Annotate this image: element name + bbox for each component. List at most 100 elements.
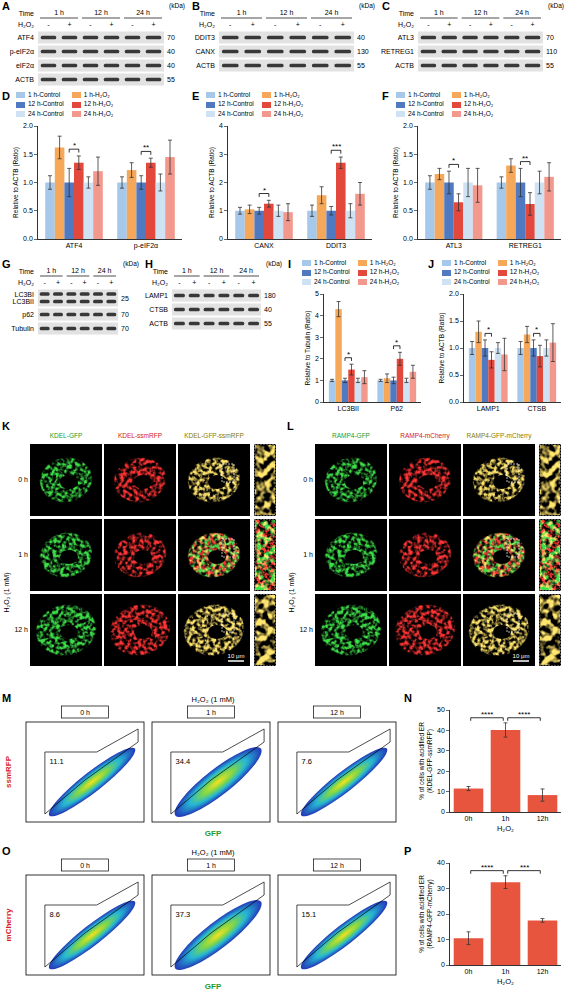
svg-text:55: 55: [167, 76, 175, 83]
svg-text:40: 40: [264, 306, 272, 313]
svg-text:**: **: [522, 154, 528, 163]
svg-text:4: 4: [315, 312, 319, 319]
svg-text:-: -: [274, 21, 277, 28]
svg-text:+: +: [67, 21, 71, 28]
svg-text:Relative to Tubulin (Ratio): Relative to Tubulin (Ratio): [304, 311, 312, 386]
svg-text:+: +: [109, 279, 113, 286]
svg-text:24 h: 24 h: [239, 267, 253, 274]
svg-text:1h: 1h: [502, 968, 510, 975]
svg-text:1.5: 1.5: [23, 151, 33, 158]
svg-text:180: 180: [264, 292, 276, 299]
svg-text:1 h: 1 h: [434, 9, 444, 16]
svg-text:****: ****: [481, 710, 493, 719]
svg-text:0h: 0h: [465, 815, 473, 822]
svg-text:0.5: 0.5: [23, 207, 33, 214]
svg-text:70: 70: [121, 325, 129, 332]
svg-text:20: 20: [437, 910, 445, 917]
svg-text:CANX: CANX: [254, 242, 274, 249]
svg-text:20: 20: [437, 768, 445, 775]
svg-text:KDEL-GFP: KDEL-GFP: [50, 432, 83, 439]
svg-text:Relative to ACTB (Ratio): Relative to ACTB (Ratio): [208, 147, 216, 218]
svg-text:LAMP1: LAMP1: [477, 405, 500, 412]
svg-text:*: *: [347, 350, 350, 359]
svg-text:1: 1: [219, 207, 223, 214]
svg-text:-: -: [178, 279, 181, 286]
svg-text:% of cells with acidified ER(K: % of cells with acidified ER(KDEL-GFP-ss…: [418, 722, 434, 800]
svg-text:1 h: 1 h: [18, 551, 28, 558]
svg-text:ACTB: ACTB: [15, 76, 34, 83]
svg-text:H₂O₂ (1 mM): H₂O₂ (1 mM): [192, 695, 235, 704]
svg-text:0h: 0h: [465, 968, 473, 975]
svg-text:ACTB: ACTB: [149, 320, 168, 327]
svg-text:*: *: [452, 156, 455, 165]
svg-text:H₂O₂: H₂O₂: [18, 279, 34, 286]
svg-text:(kDa): (kDa): [548, 2, 564, 10]
svg-text:Relative to ACTB (Ratio): Relative to ACTB (Ratio): [438, 313, 446, 384]
svg-text:1 h: 1 h: [182, 267, 192, 274]
svg-text:*: *: [535, 325, 538, 334]
svg-text:Time: Time: [19, 268, 34, 275]
svg-text:12 h: 12 h: [210, 267, 224, 274]
svg-text:25: 25: [121, 295, 129, 302]
svg-text:Tubulin: Tubulin: [11, 325, 34, 332]
svg-text:0: 0: [219, 235, 223, 242]
svg-text:DDIT3: DDIT3: [326, 242, 346, 249]
svg-text:1.0: 1.0: [23, 179, 33, 186]
svg-text:Time: Time: [399, 10, 414, 17]
svg-text:ssmRFP: ssmRFP: [4, 755, 13, 788]
svg-text:-: -: [70, 279, 73, 286]
svg-text:DDIT3: DDIT3: [195, 34, 215, 41]
svg-text:ATF4: ATF4: [17, 34, 34, 41]
svg-text:Relative to ACTB (Ratio): Relative to ACTB (Ratio): [392, 147, 400, 218]
svg-text:H₂O₂: H₂O₂: [18, 21, 34, 28]
svg-text:P62: P62: [391, 405, 404, 412]
svg-text:4: 4: [219, 122, 223, 129]
svg-text:+: +: [151, 21, 155, 28]
svg-text:24 h: 24 h: [325, 9, 339, 16]
svg-text:CTSB: CTSB: [527, 405, 546, 412]
svg-text:+: +: [252, 279, 256, 286]
svg-text:40: 40: [357, 34, 365, 41]
svg-text:1.0: 1.0: [449, 344, 459, 351]
svg-text:p-eIF2α: p-eIF2α: [10, 48, 34, 56]
svg-text:ACTB: ACTB: [395, 62, 414, 69]
svg-text:12 h: 12 h: [299, 626, 313, 633]
svg-text:Relative to ACTB (Ratio): Relative to ACTB (Ratio): [12, 147, 20, 218]
svg-text:ATF4: ATF4: [66, 242, 83, 249]
svg-text:2: 2: [219, 179, 223, 186]
svg-text:10 μm: 10 μm: [228, 653, 245, 659]
svg-text:% of cells with acidified ER(R: % of cells with acidified ER(RAMP4-GFP-m…: [418, 875, 434, 953]
svg-text:0.0: 0.0: [449, 398, 459, 405]
svg-text:H₂O₂: H₂O₂: [152, 279, 168, 286]
svg-text:-: -: [131, 21, 134, 28]
svg-text:**: **: [143, 143, 149, 152]
svg-text:10 μm: 10 μm: [513, 653, 530, 659]
svg-text:+: +: [489, 21, 493, 28]
svg-text:12 h: 12 h: [474, 9, 488, 16]
svg-text:0.5: 0.5: [403, 207, 413, 214]
svg-text:-: -: [511, 21, 514, 28]
svg-text:34.4: 34.4: [176, 757, 191, 766]
svg-text:70: 70: [167, 34, 175, 41]
svg-text:*: *: [487, 325, 490, 334]
svg-text:8.6: 8.6: [50, 910, 60, 919]
svg-text:*: *: [395, 338, 398, 347]
svg-text:0 h: 0 h: [80, 709, 90, 716]
svg-text:+: +: [341, 21, 345, 28]
svg-text:H₂O₂: H₂O₂: [497, 824, 514, 833]
svg-text:10: 10: [437, 788, 445, 795]
svg-text:-: -: [89, 21, 92, 28]
svg-text:30: 30: [437, 747, 445, 754]
svg-text:RAMP4-mCherry: RAMP4-mCherry: [400, 432, 450, 440]
svg-text:-: -: [427, 21, 430, 28]
svg-text:ATL3: ATL3: [398, 34, 414, 41]
svg-text:1 h: 1 h: [237, 9, 247, 16]
svg-text:24 h: 24 h: [515, 9, 529, 16]
svg-text:55: 55: [264, 320, 272, 327]
svg-text:3: 3: [219, 151, 223, 158]
svg-text:1h: 1h: [502, 815, 510, 822]
svg-text:RAMP4-GFP: RAMP4-GFP: [332, 432, 370, 439]
svg-text:1 h: 1 h: [54, 9, 64, 16]
svg-text:Time: Time: [153, 268, 168, 275]
svg-text:1.5: 1.5: [403, 151, 413, 158]
